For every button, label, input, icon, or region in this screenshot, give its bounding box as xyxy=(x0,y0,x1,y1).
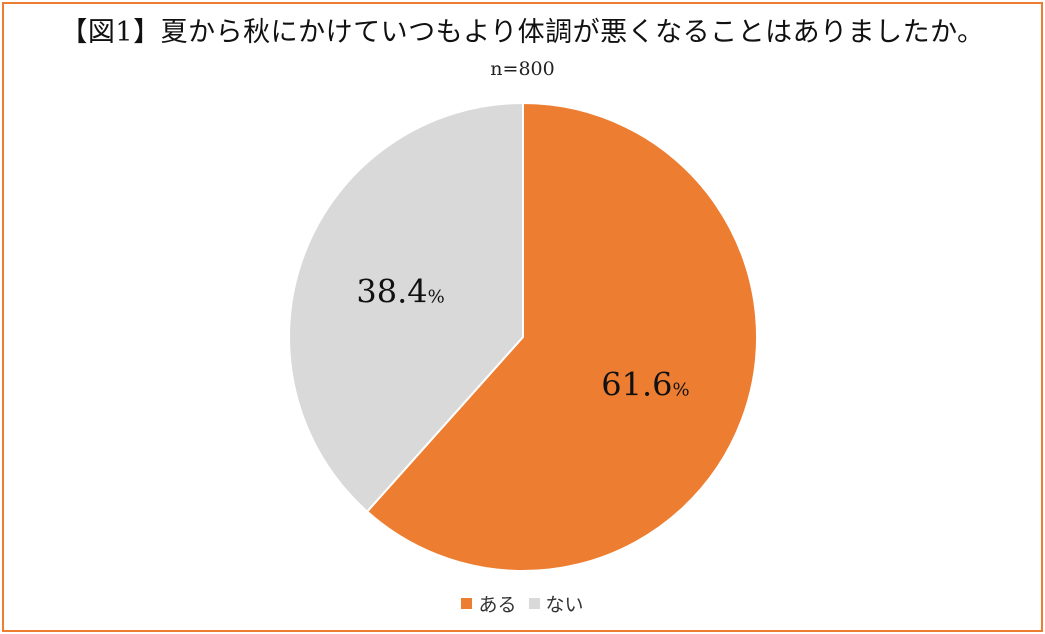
chart-legend: ある ない xyxy=(0,590,1045,617)
data-label-2: 38.4% xyxy=(356,272,444,310)
legend-label: ない xyxy=(545,594,584,616)
chart-title: 【図1】夏から秋にかけていつもより体調が悪くなることはありましたか。 xyxy=(60,17,985,48)
chart-subtitle: n=800 xyxy=(490,58,555,80)
legend-item-2: ない xyxy=(528,590,584,617)
legend-item-1: ある xyxy=(461,590,517,617)
pie-slice-1 xyxy=(365,101,758,572)
pie-slice-2 xyxy=(288,101,524,513)
data-label-1: 61.6% xyxy=(601,366,689,404)
legend-swatch xyxy=(528,598,540,609)
legend-label: ある xyxy=(478,594,517,616)
legend-swatch xyxy=(461,598,473,609)
